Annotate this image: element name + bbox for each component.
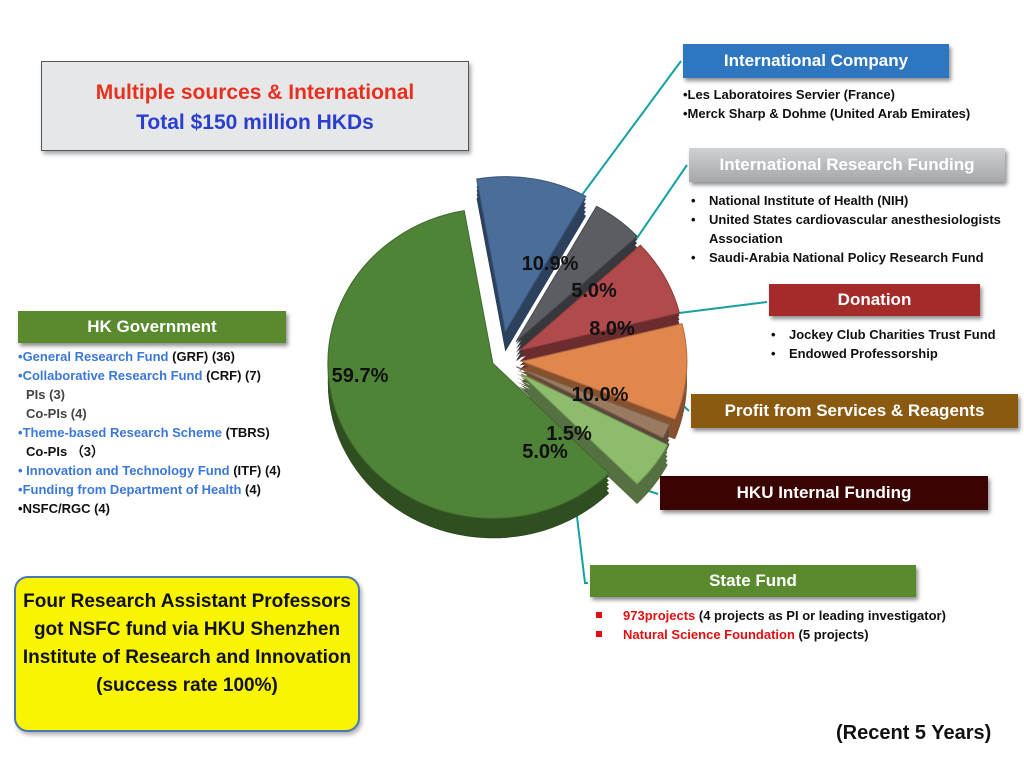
- pie-slice-depth-hku-internal: [516, 369, 670, 441]
- connector-state: [574, 499, 588, 584]
- state-fund-item: 973projects (4 projects as PI or leading…: [594, 606, 946, 625]
- tbrs-bullet: •: [18, 425, 23, 440]
- category-label-state-fund: State Fund: [590, 565, 916, 597]
- footer-note: (Recent 5 Years): [836, 722, 992, 744]
- intl-research-item: United States cardiovascular anesthesiol…: [689, 210, 1009, 248]
- category-label-profit: Profit from Services & Reagents: [691, 394, 1018, 428]
- title-line-1: Multiple sources & International: [95, 81, 415, 104]
- title-line-2: Total $150 million HKDs: [136, 111, 374, 134]
- hk-gov-item-tbrs: •Theme-based Research Scheme (TBRS): [18, 423, 318, 442]
- pie-label-profit: 10.0%: [572, 384, 629, 406]
- tbrs-detail: (TBRS): [222, 425, 270, 440]
- nsfc-bullet: •: [18, 501, 23, 516]
- tbrs-copis: Co-PIs （3）: [26, 444, 105, 459]
- pie-slice-intl-company: [476, 176, 587, 333]
- pie-labels: 10.9%5.0%8.0%10.0%1.5%5.0%59.7%: [332, 253, 635, 463]
- intl-research-details: National Institute of Health (NIH) Unite…: [689, 191, 1009, 267]
- title-box: Multiple sources & International Total $…: [41, 61, 469, 151]
- hk-gov-item-doh: •Funding from Department of Health (4): [18, 480, 318, 499]
- state-fund-item-name: Natural Science Foundation: [623, 627, 795, 642]
- pie-slices: [327, 176, 688, 539]
- state-fund-item-detail: (5 projects): [794, 627, 869, 642]
- crf-bullet: •: [18, 368, 23, 383]
- pie-label-state-fund: 5.0%: [522, 441, 568, 463]
- pie-label-hku-internal: 1.5%: [546, 423, 592, 445]
- intl-company-item: •Merck Sharp & Dohme (United Arab Emirat…: [683, 106, 971, 121]
- category-label-intl-company: International Company: [683, 44, 949, 78]
- crf-detail: (CRF) (7): [202, 368, 261, 383]
- category-label-donation: Donation: [769, 284, 980, 316]
- pie-label-intl-research: 5.0%: [571, 280, 617, 302]
- crf-pis: PIs (3): [26, 387, 66, 402]
- crf-name: Collaborative Research Fund: [22, 368, 203, 383]
- category-label-hku-internal: HKU Internal Funding: [660, 476, 988, 510]
- state-fund-item-name: 973projects: [623, 608, 696, 623]
- grf-detail: (GRF) (36): [168, 349, 235, 364]
- doh-name: Funding from Department of Health: [22, 482, 242, 497]
- nsfc-text: NSFC/RGC (4): [22, 501, 110, 516]
- pie-label-hk-government: 59.7%: [332, 365, 389, 387]
- intl-company-details: •Les Laboratoires Servier (France) •Merc…: [683, 85, 970, 123]
- donation-details: Jockey Club Charities Trust Fund Endowed…: [769, 325, 996, 363]
- grf-name: General Research Fund: [22, 349, 169, 364]
- pie-slice-hk-government: [327, 210, 610, 519]
- itf-bullet: •: [18, 463, 23, 478]
- intl-research-item: Saudi-Arabia National Policy Research Fu…: [689, 248, 1009, 267]
- donation-item: Jockey Club Charities Trust Fund: [769, 325, 996, 344]
- doh-bullet: •: [18, 482, 23, 497]
- pie-slice-donation: [519, 244, 681, 352]
- state-fund-item-detail: (4 projects as PI or leading investigato…: [695, 608, 946, 623]
- nsfc-note-text: Four Research Assistant Professors got N…: [22, 591, 352, 696]
- category-label-intl-research: International Research Funding: [689, 148, 1005, 182]
- pie-label-donation: 8.0%: [589, 318, 635, 340]
- hk-gov-item-grf: •General Research Fund (GRF) (36): [18, 347, 318, 366]
- itf-detail: (ITF) (4): [229, 463, 281, 478]
- state-fund-item: Natural Science Foundation (5 projects): [594, 625, 946, 644]
- intl-company-item: •Les Laboratoires Servier (France): [683, 87, 895, 102]
- pie-slice-intl-research: [515, 205, 638, 342]
- nsfc-note-box: Four Research Assistant Professors got N…: [14, 576, 360, 732]
- grf-bullet: •: [18, 349, 23, 364]
- donation-item: Endowed Professorship: [769, 344, 996, 363]
- hk-gov-item-nsfc: •NSFC/RGC (4): [18, 499, 318, 518]
- state-fund-details: 973projects (4 projects as PI or leading…: [594, 606, 946, 644]
- category-label-hk-government: HK Government: [18, 311, 286, 343]
- pie-slice-state-fund: [520, 373, 669, 485]
- pie-label-intl-company: 10.9%: [522, 253, 579, 275]
- itf-name: Innovation and Technology Fund: [22, 463, 230, 478]
- doh-detail: (4): [241, 482, 261, 497]
- tbrs-name: Theme-based Research Scheme: [22, 425, 222, 440]
- hk-gov-item-itf: • Innovation and Technology Fund (ITF) (…: [18, 461, 318, 480]
- hk-gov-item-crf: •Collaborative Research Fund (CRF) (7): [18, 366, 318, 385]
- intl-research-item: National Institute of Health (NIH): [689, 191, 1009, 210]
- pie-slice-profit: [520, 323, 688, 420]
- crf-copis: Co-PIs (4): [26, 406, 87, 421]
- hk-government-details: •General Research Fund (GRF) (36) •Colla…: [18, 347, 318, 518]
- pie-slice-hku-internal: [516, 366, 671, 439]
